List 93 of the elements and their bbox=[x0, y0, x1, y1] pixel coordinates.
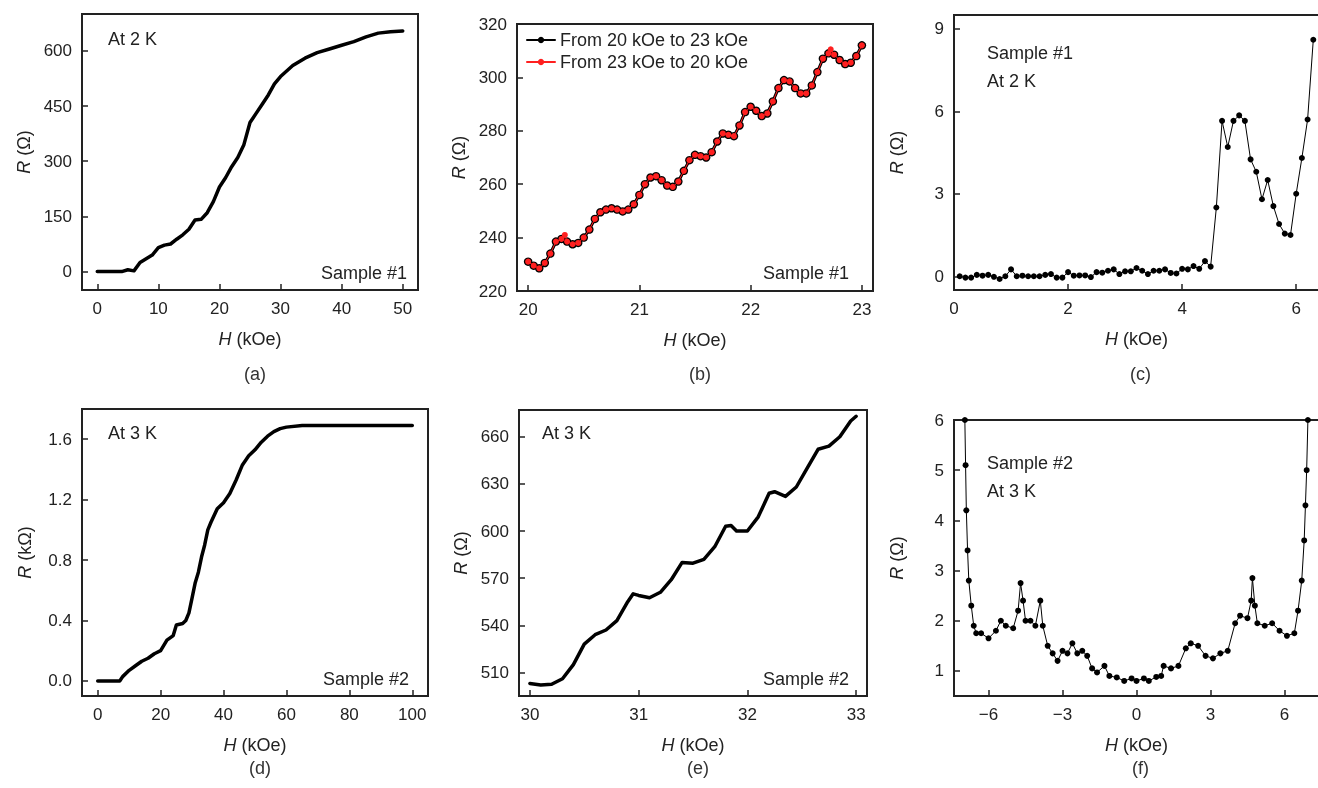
y-axis-title: R (kΩ) bbox=[15, 526, 35, 579]
x-tick-label: 40 bbox=[332, 299, 352, 318]
x-tick-label: 3 bbox=[1205, 705, 1216, 724]
y-tick-label: 1.2 bbox=[48, 490, 72, 510]
x-tick-label: 6 bbox=[1291, 299, 1301, 318]
y-tick-label: 600 bbox=[43, 41, 72, 61]
y-tick-label: 300 bbox=[43, 151, 72, 171]
y-axis-title: R (Ω) bbox=[887, 130, 907, 175]
x-axis-title: H (kOe) bbox=[218, 329, 282, 349]
annotation: At 2 K bbox=[987, 71, 1037, 91]
y-tick-label: 600 bbox=[480, 521, 509, 541]
x-tick-label: 33 bbox=[846, 705, 866, 724]
annotation: At 3 K bbox=[108, 423, 158, 443]
y-tick-label: 220 bbox=[478, 281, 507, 301]
y-tick-label: 4 bbox=[934, 510, 944, 530]
annotation: Sample #1 bbox=[762, 263, 850, 283]
y-tick-label: 0 bbox=[934, 266, 944, 286]
text: (f) bbox=[1132, 758, 1149, 778]
x-tick-label: 20 bbox=[209, 299, 229, 318]
y-tick-label: 0.4 bbox=[48, 610, 72, 630]
x-tick-label: 60 bbox=[276, 705, 296, 724]
x-tick-label: 50 bbox=[393, 299, 413, 318]
annotation: At 3 K bbox=[542, 423, 592, 443]
x-tick-label: 40 bbox=[214, 705, 234, 724]
y-tick-label: 2 bbox=[934, 611, 944, 631]
annotation: At 2 K bbox=[108, 29, 158, 49]
y-axis-title: R (Ω) bbox=[450, 531, 471, 575]
x-tick-label: 4 bbox=[1177, 299, 1187, 318]
x-axis-title: H (kOe) bbox=[661, 735, 725, 755]
x-tick-label: 0 bbox=[1131, 705, 1142, 724]
annotation: Sample #2 bbox=[987, 453, 1074, 473]
x-tick-label: 30 bbox=[520, 705, 540, 724]
y-tick-label: 320 bbox=[478, 14, 507, 34]
annotation: Sample #2 bbox=[762, 669, 850, 689]
y-tick-label: 300 bbox=[478, 67, 507, 87]
y-tick-label: 260 bbox=[478, 174, 507, 194]
y-tick-label: 540 bbox=[480, 615, 509, 635]
x-tick-label: 10 bbox=[148, 299, 168, 318]
text: (b) bbox=[689, 364, 711, 384]
x-axis-title: H (kOe) bbox=[1105, 735, 1169, 755]
x-tick-label: 2 bbox=[1063, 299, 1073, 318]
text: (c) bbox=[1130, 364, 1151, 384]
text: (a) bbox=[244, 364, 266, 384]
y-tick-label: 240 bbox=[478, 228, 507, 248]
line-series bbox=[528, 414, 858, 687]
x-tick-label: 23 bbox=[852, 300, 872, 319]
y-tick-label: 3 bbox=[934, 184, 944, 204]
x-tick-label: 100 bbox=[398, 705, 427, 724]
x-tick-label: 6 bbox=[1279, 705, 1290, 724]
y-tick-label: 5 bbox=[934, 460, 944, 480]
x-tick-label: 32 bbox=[737, 705, 757, 724]
y-tick-label: 3 bbox=[934, 561, 944, 581]
y-tick-label: 510 bbox=[480, 662, 509, 682]
y-tick-label: 660 bbox=[480, 427, 509, 447]
x-tick-label: −3 bbox=[1052, 705, 1073, 724]
x-axis-title: H (kOe) bbox=[663, 330, 727, 350]
y-tick-label: 630 bbox=[480, 474, 509, 494]
x-tick-label: 80 bbox=[339, 705, 359, 724]
x-tick-label: 0 bbox=[949, 299, 959, 318]
x-axis-title: H (kOe) bbox=[1105, 329, 1169, 349]
y-tick-label: 450 bbox=[43, 96, 72, 116]
y-tick-label: 0 bbox=[62, 262, 72, 282]
y-tick-label: 1 bbox=[934, 661, 944, 681]
x-tick-label: 0 bbox=[92, 299, 103, 318]
y-tick-label: 570 bbox=[480, 568, 509, 588]
x-tick-label: −6 bbox=[978, 705, 999, 724]
x-tick-label: 31 bbox=[629, 705, 649, 724]
legend-label: From 20 kOe to 23 kOe bbox=[560, 30, 749, 50]
annotation: Sample #1 bbox=[987, 43, 1074, 63]
y-axis-title: R (Ω) bbox=[13, 130, 34, 174]
y-tick-label: 150 bbox=[43, 206, 72, 226]
y-axis-title: R (Ω) bbox=[448, 135, 469, 180]
y-tick-label: 1.6 bbox=[48, 429, 72, 449]
y-tick-label: 9 bbox=[934, 19, 944, 39]
y-tick-label: 6 bbox=[934, 101, 944, 121]
x-tick-label: 21 bbox=[629, 300, 649, 319]
text: (e) bbox=[687, 758, 709, 778]
y-tick-label: 6 bbox=[934, 410, 944, 430]
legend-label: From 23 kOe to 20 kOe bbox=[560, 52, 749, 72]
x-tick-label: 22 bbox=[741, 300, 761, 319]
text: (d) bbox=[249, 758, 271, 778]
x-tick-label: 0 bbox=[92, 705, 103, 724]
annotation: At 3 K bbox=[987, 481, 1037, 501]
y-tick-label: 0.0 bbox=[48, 671, 72, 691]
x-axis-title: H (kOe) bbox=[223, 735, 287, 755]
y-tick-label: 280 bbox=[478, 121, 507, 141]
x-tick-label: 30 bbox=[271, 299, 291, 318]
y-axis-title: R (Ω) bbox=[887, 536, 907, 580]
annotation: Sample #1 bbox=[320, 263, 408, 283]
annotation: Sample #2 bbox=[322, 669, 410, 689]
x-tick-label: 20 bbox=[151, 705, 171, 724]
y-tick-label: 0.8 bbox=[48, 550, 72, 570]
x-tick-label: 20 bbox=[518, 300, 538, 319]
